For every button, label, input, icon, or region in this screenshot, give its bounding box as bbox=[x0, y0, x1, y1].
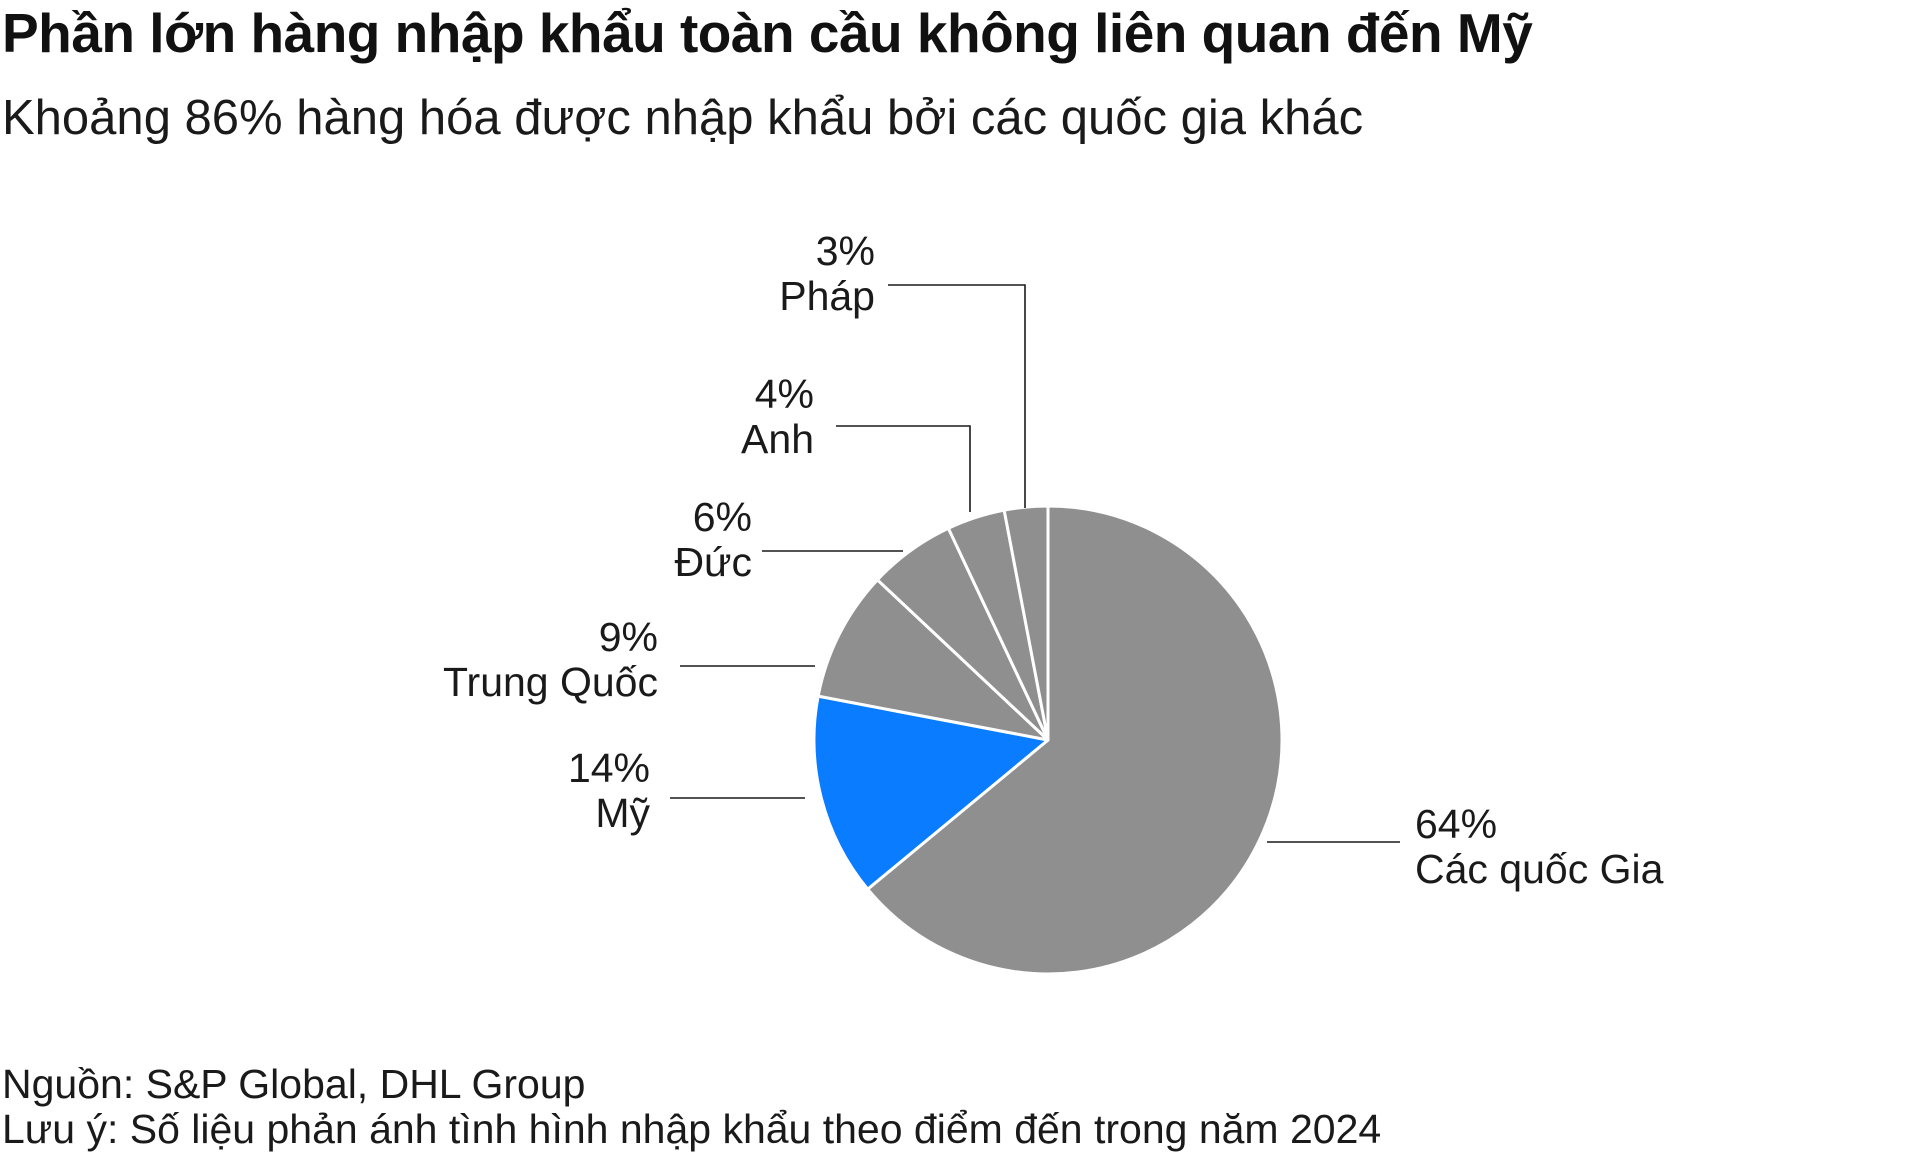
category-label-trung-quoc: Trung Quốc bbox=[443, 659, 658, 705]
chart-subtitle: Khoảng 86% hàng hóa được nhập khẩu bởi c… bbox=[2, 91, 1364, 145]
value-label-phap: 3% bbox=[816, 228, 875, 274]
category-label-phap: Pháp bbox=[779, 273, 875, 319]
pie-slice-my bbox=[812, 694, 1050, 891]
value-label-my: 14% bbox=[568, 745, 650, 791]
pie-slice-cac-quoc-gia bbox=[866, 504, 1284, 976]
category-label-anh: Anh bbox=[741, 416, 814, 462]
pie-slice-phap bbox=[1002, 504, 1050, 742]
category-label-my: Mỹ bbox=[595, 790, 650, 836]
value-label-duc: 6% bbox=[693, 494, 752, 540]
source-note: Nguồn: S&P Global, DHL Group bbox=[2, 1061, 586, 1107]
value-label-anh: 4% bbox=[755, 371, 814, 417]
chart-footer: Nguồn: S&P Global, DHL Group Lưu ý: Số l… bbox=[2, 1062, 1381, 1152]
pie-slices bbox=[812, 504, 1284, 976]
pie-labels: 64%Các quốc Gia 14%Mỹ 9%Trung Quốc 6%Đức 4%A… bbox=[443, 228, 1664, 892]
category-label-cac-quoc-gia: Các quốc Gia bbox=[1415, 846, 1664, 892]
footnote: Lưu ý: Số liệu phản ánh tình hình nhập k… bbox=[2, 1106, 1382, 1152]
value-label-cac-quoc-gia: 64% bbox=[1415, 801, 1497, 847]
pie-slice-trung-quoc bbox=[816, 578, 1050, 742]
category-label-duc: Đức bbox=[674, 539, 752, 585]
value-label-trung-quoc: 9% bbox=[599, 614, 658, 660]
leader-line-anh bbox=[836, 425, 971, 512]
leader-line-phap bbox=[888, 284, 1026, 508]
chart-title: Phần lớn hàng nhập khẩu toàn cầu không l… bbox=[2, 2, 1533, 64]
